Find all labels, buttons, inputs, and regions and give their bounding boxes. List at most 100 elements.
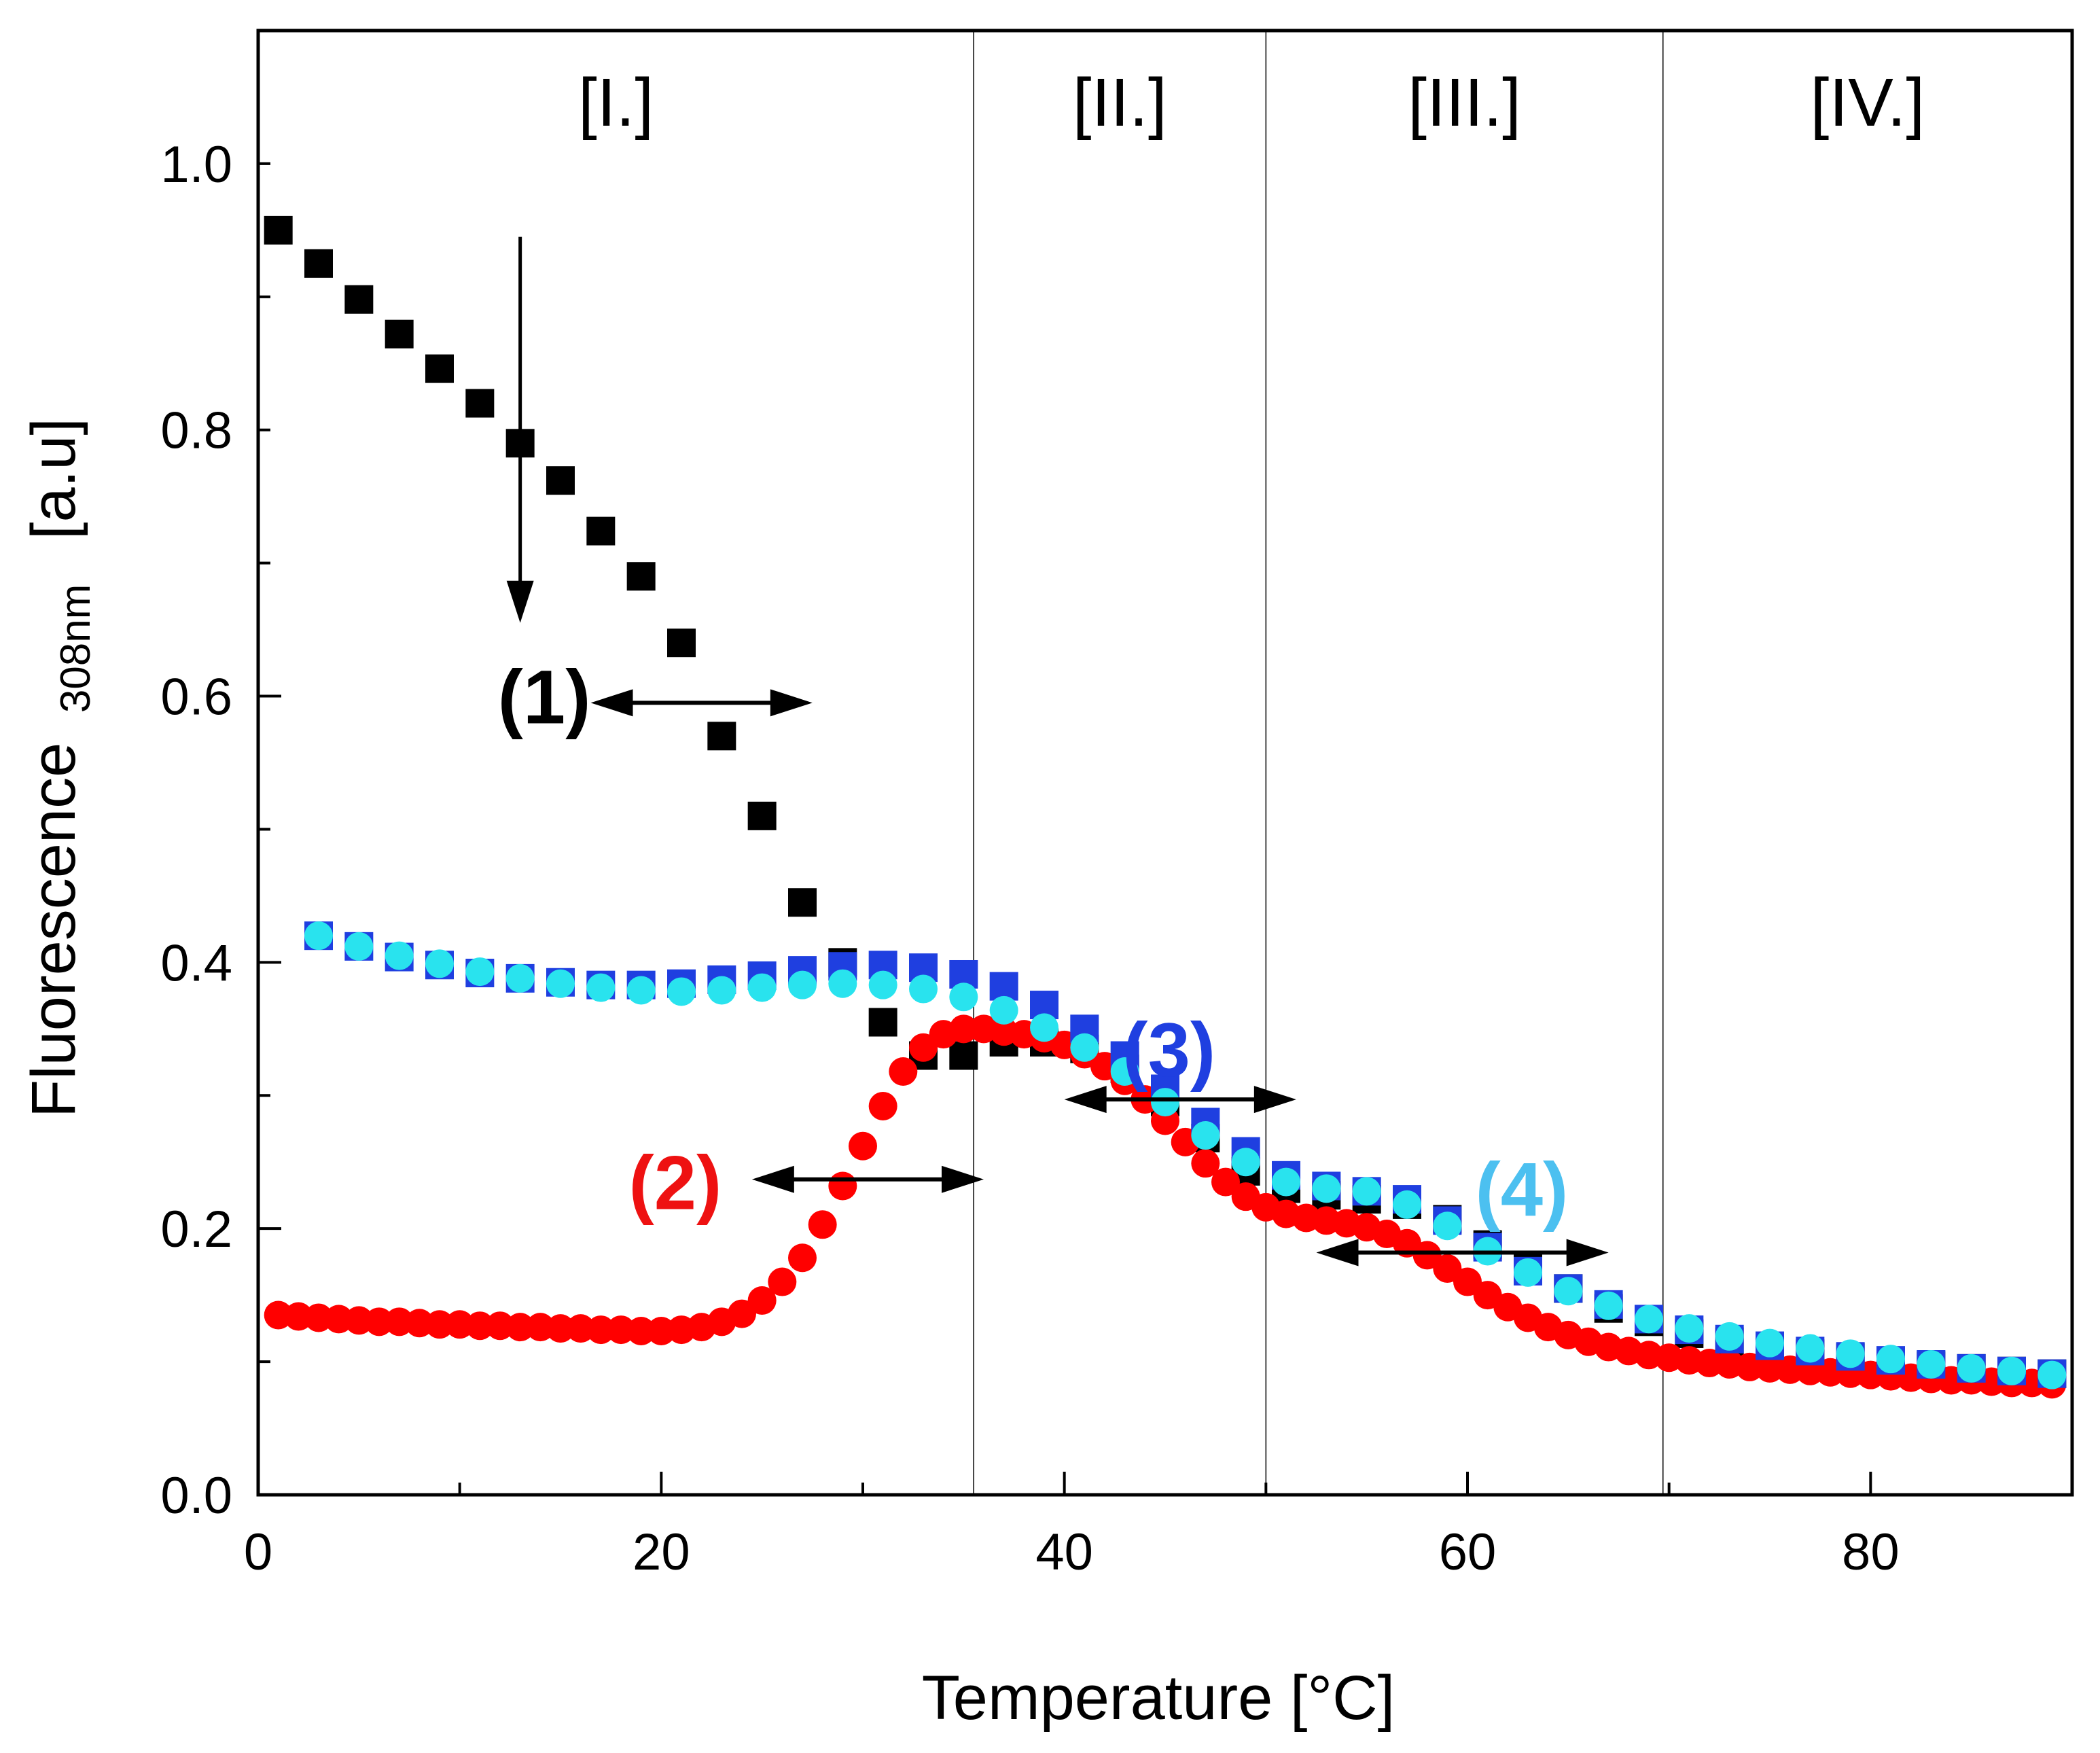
data-point	[586, 1315, 616, 1345]
data-point	[425, 1310, 454, 1339]
data-point	[667, 628, 696, 658]
data-point	[868, 1008, 897, 1037]
axis-ticks	[257, 29, 2074, 1496]
data-point	[304, 249, 333, 278]
data-point	[365, 1307, 393, 1336]
data-point	[1635, 1305, 1663, 1334]
data-point	[344, 285, 374, 314]
data-point	[868, 1091, 897, 1120]
data-point	[1030, 1013, 1058, 1042]
curve-labels: (1) (2) (3) (4)	[498, 655, 1569, 1233]
data-point	[1997, 1356, 2026, 1385]
data-point	[949, 1041, 978, 1070]
curve-label: (4)	[1475, 1147, 1568, 1232]
data-point	[949, 982, 978, 1012]
region-labels: [I.] [II.] [III.] [IV.]	[578, 65, 1925, 141]
down-arrow	[506, 236, 534, 623]
y-tick-label: 0.2	[160, 1201, 232, 1258]
x-tick-label: 40	[1035, 1523, 1093, 1581]
data-point	[626, 1317, 656, 1346]
x-tick-label: 0	[244, 1523, 272, 1581]
data-point	[385, 319, 414, 349]
data-point	[425, 354, 454, 383]
y-axis-title: Fluorescence 308nm [a.u]	[19, 418, 103, 1118]
y-axis-title-subscript: 308nm	[52, 584, 99, 713]
data-point	[1957, 1353, 1986, 1383]
series-4	[304, 921, 2067, 1389]
data-point	[788, 888, 817, 917]
data-point	[707, 976, 736, 1005]
data-series	[264, 215, 2067, 1399]
x-axis-title: Temperature [°C]	[922, 1663, 1395, 1733]
data-point	[626, 976, 656, 1005]
data-point	[1151, 1088, 1179, 1117]
region-label: [II.]	[1073, 65, 1167, 141]
data-point	[385, 941, 414, 970]
double-arrow	[751, 1165, 984, 1193]
data-point	[1433, 1254, 1462, 1283]
data-point	[1594, 1291, 1623, 1320]
y-tick-label: 0.8	[160, 402, 232, 460]
data-point	[868, 970, 897, 999]
data-point	[1917, 1350, 1946, 1379]
double-arrow	[590, 689, 813, 717]
region-label: [IV.]	[1811, 65, 1925, 141]
data-point	[747, 1286, 777, 1315]
arrow-head	[942, 1165, 984, 1193]
data-point	[747, 801, 777, 830]
region-label: [III.]	[1408, 65, 1521, 141]
data-point	[1352, 1177, 1381, 1206]
data-point	[1796, 1334, 1825, 1363]
region-dividers	[973, 31, 1664, 1495]
x-tick-label: 60	[1439, 1523, 1497, 1581]
arrow-head	[1316, 1239, 1359, 1267]
data-point	[546, 1314, 575, 1343]
arrow-head	[506, 580, 534, 623]
data-point	[264, 215, 293, 245]
data-point	[1211, 1167, 1240, 1197]
data-point	[465, 389, 495, 418]
data-point	[828, 969, 857, 998]
data-point	[546, 969, 575, 998]
data-point	[1836, 1339, 1865, 1368]
data-point	[1514, 1258, 1542, 1287]
x-tick-labels: 0 20 40 60 80	[244, 1523, 1900, 1581]
data-point	[989, 995, 1018, 1025]
curve-label: (3)	[1122, 1008, 1215, 1093]
arrow-head	[751, 1165, 794, 1193]
arrow-head	[1064, 1086, 1107, 1114]
data-point	[1191, 1149, 1220, 1178]
data-point	[828, 1171, 857, 1201]
data-point	[849, 1131, 877, 1161]
data-point	[1312, 1174, 1341, 1203]
data-point	[949, 1014, 978, 1044]
data-point	[909, 974, 938, 1004]
data-point	[909, 1033, 938, 1062]
data-point	[304, 921, 333, 951]
arrow-head	[770, 689, 813, 717]
data-point	[1110, 1057, 1139, 1086]
data-point	[989, 972, 1018, 1001]
arrow-head	[1566, 1239, 1609, 1267]
data-point	[546, 466, 575, 495]
curve-label: (2)	[628, 1141, 722, 1226]
data-point	[505, 963, 535, 993]
data-point	[2037, 1360, 2067, 1389]
data-point	[1070, 1033, 1099, 1062]
y-tick-label: 0.6	[160, 669, 232, 726]
y-tick-labels: 0.0 0.2 0.4 0.6 0.8 1.0	[160, 136, 232, 1525]
data-point	[465, 957, 495, 987]
x-tick-label: 80	[1842, 1523, 1900, 1581]
data-point	[1453, 1267, 1482, 1296]
y-axis-title-units: [a.u]	[19, 418, 88, 539]
data-point	[1715, 1322, 1744, 1351]
data-point	[707, 722, 736, 751]
data-point	[768, 1267, 797, 1296]
data-point	[728, 1299, 756, 1328]
data-point	[1756, 1328, 1784, 1358]
data-point	[808, 1210, 837, 1239]
data-point	[1433, 1211, 1462, 1241]
data-point	[1191, 1121, 1220, 1150]
arrows	[506, 236, 1609, 1267]
